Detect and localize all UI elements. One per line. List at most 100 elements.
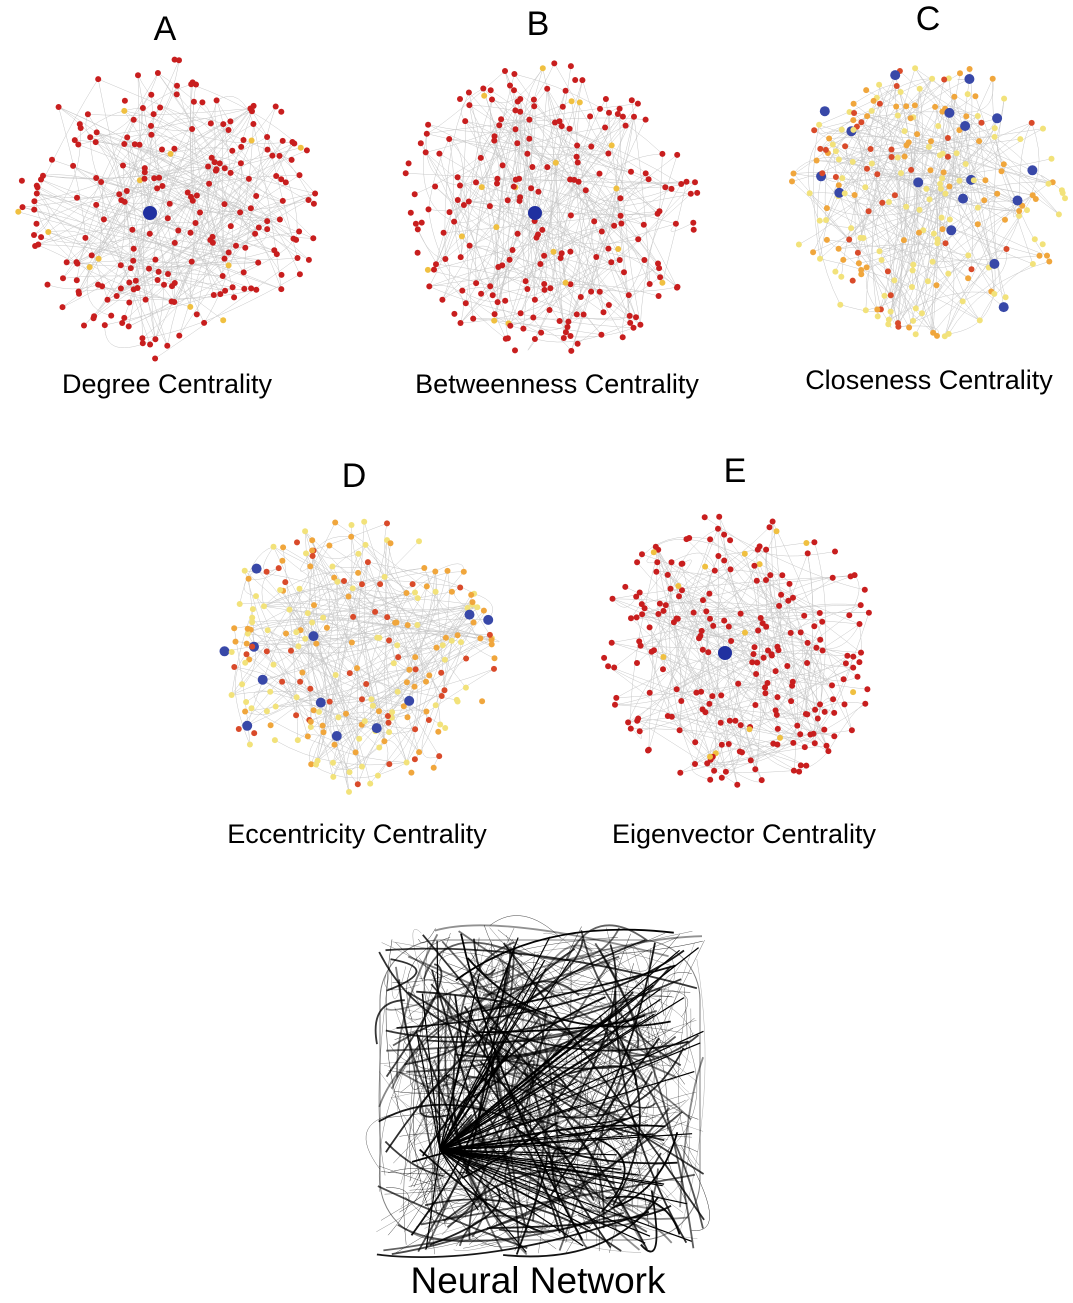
- node: [141, 165, 148, 172]
- edge: [253, 690, 271, 712]
- node: [858, 271, 865, 278]
- node: [739, 749, 745, 756]
- edge: [469, 104, 612, 263]
- edge: [102, 286, 257, 299]
- node: [876, 100, 883, 107]
- edge: [888, 79, 945, 320]
- node: [289, 139, 296, 145]
- edge: [725, 770, 794, 774]
- node: [478, 290, 485, 297]
- node: [283, 630, 289, 637]
- edge: [553, 215, 621, 253]
- edge: [756, 580, 833, 686]
- node: [457, 584, 464, 591]
- edge: [439, 948, 515, 1151]
- node: [488, 641, 495, 648]
- node: [893, 103, 900, 110]
- edge: [578, 112, 610, 182]
- node: [253, 593, 259, 600]
- edge: [872, 75, 896, 317]
- node: [528, 185, 535, 192]
- node: [903, 203, 910, 210]
- edge: [453, 587, 468, 609]
- node: [941, 333, 948, 340]
- edge: [453, 221, 604, 313]
- node: [664, 713, 671, 719]
- node: [117, 285, 124, 292]
- node: [940, 169, 947, 176]
- node: [99, 283, 106, 290]
- edge: [718, 541, 815, 557]
- edge: [516, 1118, 605, 1229]
- node: [326, 542, 333, 549]
- node: [727, 566, 734, 573]
- node: [718, 741, 725, 748]
- node: [1002, 216, 1008, 223]
- node: [154, 70, 161, 76]
- edge: [765, 549, 821, 705]
- edge: [336, 571, 464, 737]
- edge: [116, 199, 309, 297]
- edge: [93, 193, 316, 319]
- edge: [95, 204, 136, 281]
- node: [31, 198, 38, 205]
- edge: [977, 115, 1004, 308]
- node: [487, 283, 494, 290]
- node: [108, 312, 115, 319]
- node: [662, 602, 669, 609]
- edge: [856, 126, 905, 241]
- edge: [518, 98, 523, 179]
- edge: [247, 645, 398, 727]
- node: [568, 98, 575, 105]
- node: [307, 563, 314, 570]
- edge: [389, 1044, 518, 1071]
- node: [841, 190, 848, 197]
- node: [721, 617, 728, 624]
- node: [533, 234, 540, 241]
- edge: [808, 129, 842, 194]
- node: [146, 265, 152, 272]
- node: [605, 150, 612, 157]
- edge: [646, 183, 682, 285]
- edge: [500, 119, 661, 278]
- edge: [234, 654, 251, 745]
- edge: [379, 739, 407, 763]
- node: [718, 692, 725, 699]
- node: [346, 788, 352, 795]
- node: [919, 310, 925, 317]
- edge: [562, 251, 584, 315]
- node: [88, 252, 95, 259]
- node: [270, 661, 277, 668]
- edge: [797, 701, 866, 726]
- edge: [655, 538, 760, 565]
- node: [567, 281, 574, 288]
- node: [87, 134, 94, 141]
- edge: [534, 190, 587, 340]
- node: [408, 769, 415, 776]
- edge: [310, 656, 399, 723]
- edge: [457, 127, 606, 178]
- node: [637, 321, 644, 328]
- node: [959, 298, 966, 305]
- edge: [888, 291, 995, 320]
- node: [374, 634, 381, 641]
- edge: [58, 106, 252, 209]
- edge: [384, 543, 407, 763]
- node: [981, 197, 988, 204]
- edge: [244, 570, 441, 725]
- edge: [718, 555, 788, 667]
- edge: [962, 248, 1008, 302]
- node: [559, 103, 566, 110]
- edge: [427, 269, 577, 315]
- edge: [76, 150, 307, 263]
- node: [895, 323, 902, 330]
- edge: [332, 753, 344, 763]
- node: [660, 654, 667, 660]
- node: [846, 236, 853, 243]
- edge: [489, 189, 586, 287]
- edge: [428, 638, 481, 721]
- edge: [243, 238, 294, 273]
- node: [573, 153, 580, 160]
- edge: [738, 683, 798, 726]
- node: [958, 193, 968, 204]
